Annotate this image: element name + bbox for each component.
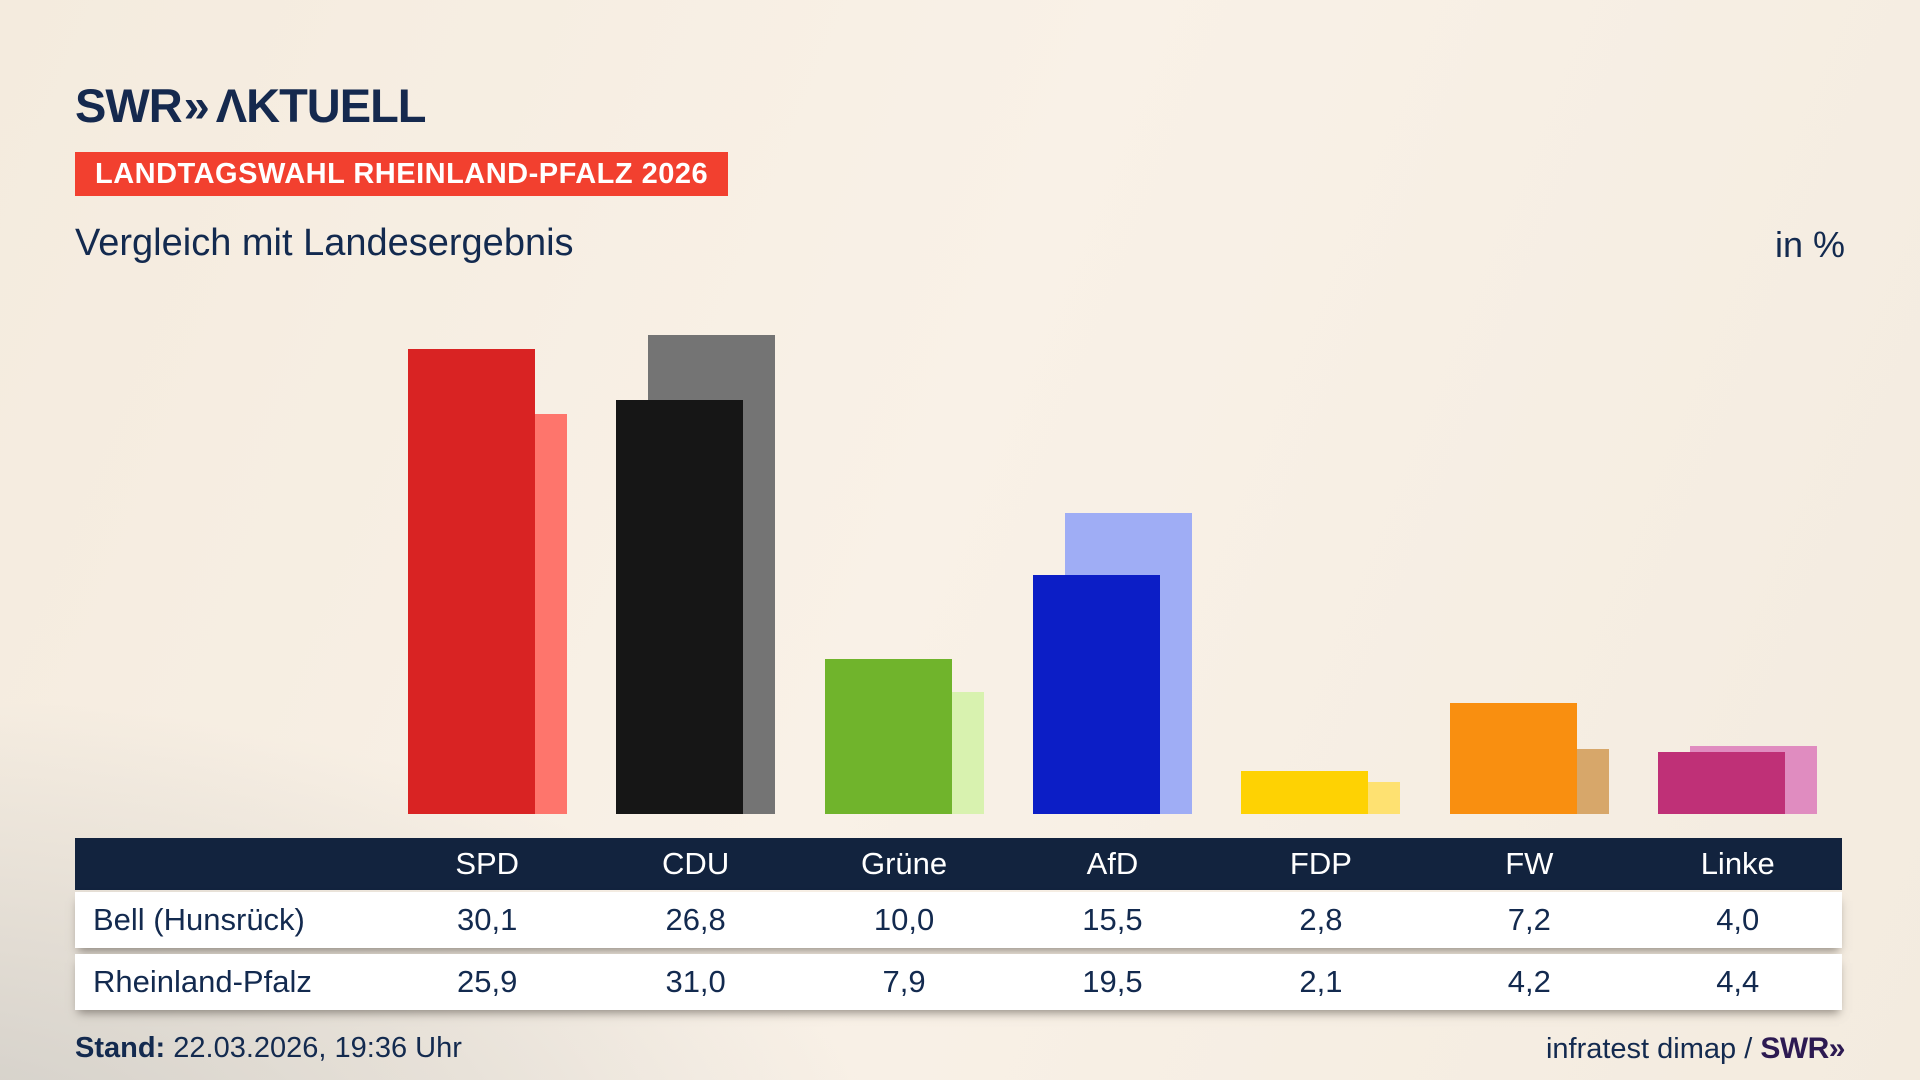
election-title-badge: LANDTAGSWAHL RHEINLAND-PFALZ 2026 <box>75 152 729 196</box>
table-value-CDU: 26,8 <box>665 902 726 937</box>
table-header-Grüne: Grüne <box>860 846 948 881</box>
table-header-AfD: AfD <box>1086 846 1139 881</box>
bar-CDU-main <box>616 400 743 814</box>
timestamp-label: Stand: <box>75 1032 166 1064</box>
table-row: Rheinland-Pfalz 25,9 31,0 7,9 19,5 2,1 4,2 4,4 <box>75 954 1842 1010</box>
bar-Grüne-main <box>825 659 952 814</box>
swr-aktuell-logo: SWR» ΛKTUELL <box>75 78 427 133</box>
chart-title: Vergleich mit Landesergebnis <box>75 222 574 264</box>
source-credit: infratest dimap / SWR» <box>1545 1032 1846 1066</box>
table-value-FW: 4,2 <box>1507 964 1551 999</box>
logo-aktuell-text: ΛKTUELL <box>215 79 427 132</box>
table-value-FW: 7,2 <box>1507 902 1551 937</box>
table-header-CDU: CDU <box>662 846 730 881</box>
timestamp: Stand: 22.03.2026, 19:36 Uhr <box>75 1032 462 1065</box>
bar-Linke-main <box>1658 752 1785 814</box>
table-value-Grüne: 7,9 <box>882 964 926 999</box>
bar-FDP-main <box>1241 771 1368 814</box>
source-text: infratest dimap / <box>1545 1033 1761 1065</box>
bar-SPD-main <box>408 349 535 814</box>
source-swr-logo: SWR» <box>1760 1032 1845 1065</box>
table-row: Bell (Hunsrück) 30,1 26,8 10,0 15,5 2,8 7,2 4,0 <box>75 892 1842 948</box>
bar-AfD-main <box>1033 575 1160 814</box>
table-value-FDP: 2,1 <box>1299 964 1343 999</box>
table-header-SPD: SPD <box>455 846 520 881</box>
logo-chevron-icon: » <box>183 79 210 132</box>
table-value-Grüne: 10,0 <box>873 902 935 937</box>
table-header-FW: FW <box>1505 846 1554 881</box>
unit-label: in % <box>1774 224 1845 265</box>
table-value-AfD: 15,5 <box>1082 902 1143 937</box>
table-header-FDP: FDP <box>1289 846 1352 881</box>
table-value-Linke: 4,0 <box>1716 902 1760 937</box>
table-header-row: SPD CDU Grüne AfD FDP FW Linke <box>75 838 1842 890</box>
table-row-label: Rheinland-Pfalz <box>93 964 312 999</box>
bar-FW-main <box>1450 703 1577 814</box>
table-value-CDU: 31,0 <box>665 964 726 999</box>
timestamp-value: 22.03.2026, 19:36 Uhr <box>165 1032 462 1064</box>
table-row-label: Bell (Hunsrück) <box>93 902 305 937</box>
table-header-Linke: Linke <box>1700 846 1775 881</box>
table-value-AfD: 19,5 <box>1082 964 1143 999</box>
table-value-FDP: 2,8 <box>1299 902 1343 937</box>
table-value-Linke: 4,4 <box>1716 964 1760 999</box>
logo-swr-text: SWR <box>75 79 183 132</box>
table-value-SPD: 25,9 <box>457 964 518 999</box>
table-value-SPD: 30,1 <box>457 902 518 937</box>
